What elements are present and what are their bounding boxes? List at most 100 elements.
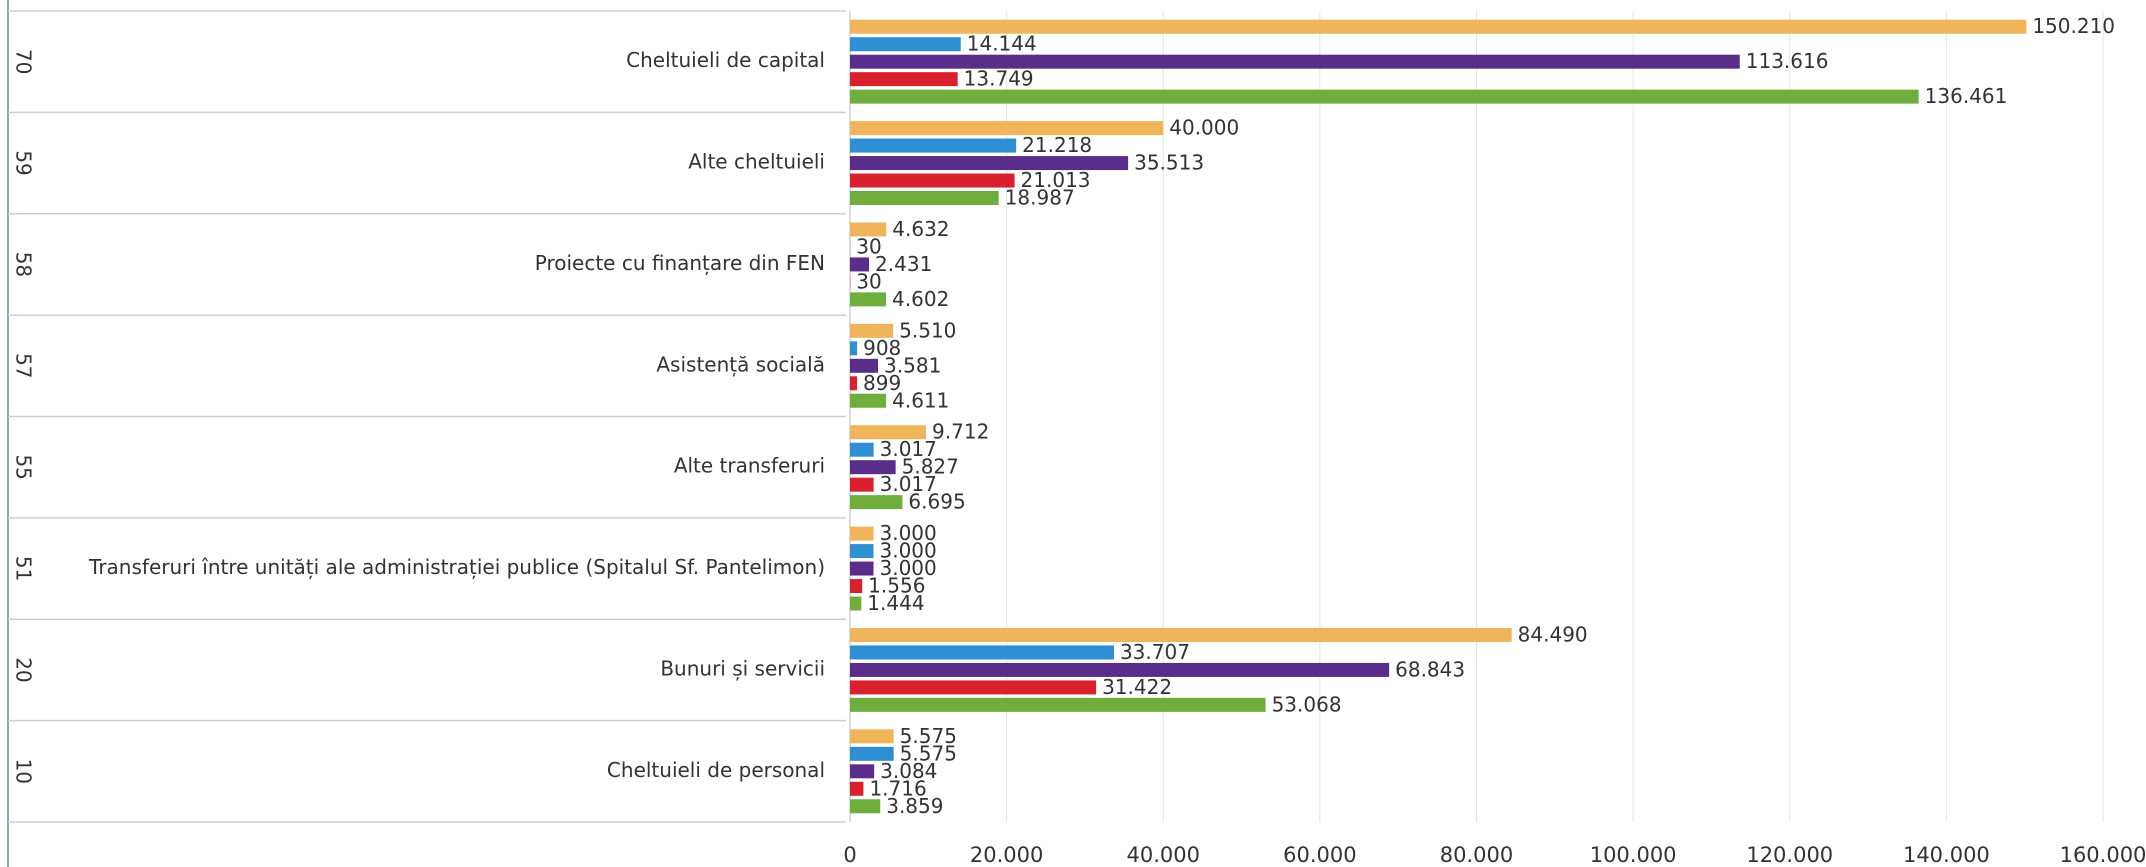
x-tick-label: 60.000 xyxy=(1283,843,1356,867)
value-label: 136.461 xyxy=(1925,84,2008,108)
bar xyxy=(850,257,870,272)
bar xyxy=(850,358,879,373)
bar xyxy=(850,37,961,52)
value-label: 21.218 xyxy=(1022,133,1092,157)
bar xyxy=(850,156,1129,171)
value-label: 3.000 xyxy=(879,521,936,545)
bar xyxy=(850,442,874,457)
value-label: 13.749 xyxy=(964,67,1034,91)
bar xyxy=(850,579,863,594)
value-label: 31.422 xyxy=(1102,675,1172,699)
bar xyxy=(850,495,903,510)
bar xyxy=(850,89,1919,104)
x-tick-label: 140.000 xyxy=(1903,843,1990,867)
value-label: 1.556 xyxy=(868,574,925,598)
value-label: 3.017 xyxy=(880,472,937,496)
bar xyxy=(850,425,927,440)
value-label: 40.000 xyxy=(1169,116,1239,140)
value-label: 899 xyxy=(863,371,901,395)
value-label: 3.581 xyxy=(884,353,941,377)
value-label: 84.490 xyxy=(1518,622,1588,646)
bar xyxy=(850,19,2027,34)
value-label: 6.695 xyxy=(908,490,965,514)
category-label: Proiecte cu finanțare din FEN xyxy=(535,251,825,275)
category-label: Transferuri între unități ale administra… xyxy=(88,555,825,579)
bar xyxy=(850,526,874,541)
bar xyxy=(850,121,1164,136)
x-tick-label: 160.000 xyxy=(2060,843,2146,867)
bar xyxy=(850,460,896,475)
value-label: 18.987 xyxy=(1005,186,1075,210)
value-label: 4.611 xyxy=(892,388,949,412)
category-code: 58 xyxy=(12,252,36,277)
value-label: 1.716 xyxy=(869,776,926,800)
value-label: 3.000 xyxy=(879,556,936,580)
x-tick-label: 80.000 xyxy=(1440,843,1513,867)
bar xyxy=(850,292,887,307)
value-label: 21.013 xyxy=(1021,168,1091,192)
bar xyxy=(850,680,1097,695)
value-label: 113.616 xyxy=(1746,49,1829,73)
bar xyxy=(850,697,1266,712)
bar xyxy=(850,191,999,206)
category-code: 57 xyxy=(12,353,36,378)
x-tick-label: 40.000 xyxy=(1127,843,1200,867)
category-code: 51 xyxy=(12,556,36,581)
value-label: 1.444 xyxy=(867,591,924,615)
bar xyxy=(850,627,1512,642)
bar xyxy=(850,645,1114,660)
value-label: 33.707 xyxy=(1120,640,1190,664)
bar xyxy=(850,393,887,408)
bar xyxy=(850,54,1740,69)
category-code: 59 xyxy=(12,150,36,175)
bar xyxy=(850,544,874,559)
value-label: 53.068 xyxy=(1272,692,1342,716)
category-code: 70 xyxy=(12,49,36,74)
bar xyxy=(850,561,874,576)
value-label: 5.575 xyxy=(900,741,957,765)
bar xyxy=(850,662,1390,677)
bar xyxy=(850,764,875,779)
category-label: Cheltuieli de personal xyxy=(607,758,825,782)
bar xyxy=(850,729,894,744)
value-label: 3.000 xyxy=(879,539,936,563)
bar xyxy=(850,799,881,814)
bar xyxy=(850,376,858,391)
value-label: 14.144 xyxy=(967,32,1037,56)
category-label: Cheltuieli de capital xyxy=(626,48,825,72)
x-tick-label: 120.000 xyxy=(1746,843,1833,867)
bar xyxy=(850,746,894,761)
value-label: 35.513 xyxy=(1134,151,1204,175)
bar xyxy=(850,323,894,338)
bar xyxy=(850,477,874,492)
category-code: 20 xyxy=(12,657,36,682)
category-label: Alte cheltuieli xyxy=(688,150,825,174)
bar xyxy=(850,596,862,611)
value-label: 4.602 xyxy=(892,287,949,311)
category-label: Alte transferuri xyxy=(674,454,825,478)
value-label: 3.017 xyxy=(880,437,937,461)
x-tick-label: 100.000 xyxy=(1590,843,1677,867)
value-label: 5.827 xyxy=(902,455,959,479)
bar xyxy=(850,781,864,796)
bar xyxy=(850,173,1015,188)
value-label: 5.510 xyxy=(899,318,956,342)
value-label: 30 xyxy=(856,234,881,258)
bar xyxy=(850,222,887,237)
value-label: 3.859 xyxy=(886,794,943,818)
value-label: 3.084 xyxy=(880,759,937,783)
category-label: Bunuri și servicii xyxy=(660,656,825,680)
bar xyxy=(850,72,958,87)
x-tick-label: 20.000 xyxy=(970,843,1043,867)
value-label: 68.843 xyxy=(1395,657,1465,681)
value-label: 4.632 xyxy=(892,217,949,241)
bar xyxy=(850,341,858,356)
value-label: 30 xyxy=(856,269,881,293)
value-label: 9.712 xyxy=(932,420,989,444)
value-label: 150.210 xyxy=(2032,14,2115,38)
category-code: 10 xyxy=(12,759,36,784)
x-tick-label: 0 xyxy=(843,843,856,867)
category-code: 55 xyxy=(12,454,36,479)
